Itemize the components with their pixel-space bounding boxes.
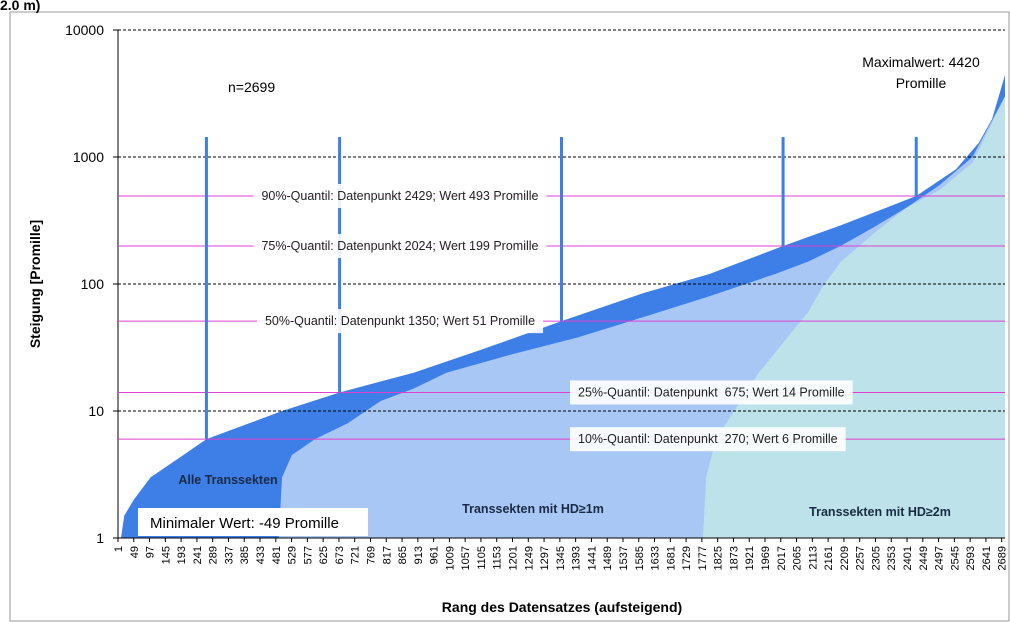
x-tick-label: 1105 [476,546,488,570]
x-tick-label: 1153 [492,546,504,570]
x-tick-label: 625 [318,546,330,564]
x-tick-label: 1009 [444,546,456,570]
y-axis-label: Steigung [Promille] [27,220,43,348]
x-tick-label: 241 [192,546,204,564]
x-tick-label: 1537 [618,546,630,570]
y-tick-label: 10000 [65,22,104,38]
x-tick-label: 2161 [823,546,835,570]
x-tick-label: 1921 [744,546,756,570]
y-tick-label: 100 [81,276,105,292]
x-tick-label: 2353 [886,546,898,570]
x-tick-label: 1873 [728,546,740,570]
x-tick-label: 817 [381,546,393,564]
x-tick-label: 2209 [839,546,851,570]
legend-label: Transsekten mit HD≥2m [809,505,951,519]
label-box [570,427,846,452]
x-tick-label: 49 [129,546,141,558]
x-tick-label: 193 [176,546,188,564]
label-box [253,184,547,209]
annotation: Minimaler Wert: -49 Promille [150,515,339,532]
x-tick-label: 337 [223,546,235,564]
x-tick-label: 1825 [713,546,725,570]
x-tick-label: 433 [255,546,267,564]
x-tick-label: 865 [397,546,409,564]
x-tick-label: 289 [208,546,220,564]
x-tick-label: 1057 [460,546,472,570]
label-box [570,380,853,405]
quantile-label: 50%-Quantil: Datenpunkt 1350; Wert 51 Pr… [265,314,535,328]
quantile-label: 90%-Quantil: Datenpunkt 2429; Wert 493 P… [261,189,538,203]
frame [9,11,1010,622]
x-tick-label: 1393 [571,546,583,570]
x-tick-label: 529 [287,546,299,564]
legend-label: Transsekten mit HD≥1m [462,502,604,516]
x-tick-label: 1345 [555,546,567,570]
x-tick-label: 1777 [697,546,709,570]
y-tick-label: 1000 [73,149,104,165]
x-tick-label: 1 [113,546,125,552]
x-tick-label: 145 [160,546,172,564]
x-tick-label: 1201 [508,546,520,570]
x-tick-label: 1489 [602,546,614,570]
x-tick-label: 2497 [934,546,946,570]
x-tick-label: 2641 [981,546,993,570]
annotation: Maximalwert: 4420 [862,54,980,70]
quantile-label: 10%-Quantil: Datenpunkt 270; Wert 6 Prom… [578,432,838,446]
x-tick-label: 1441 [586,546,598,570]
x-tick-label: 1249 [523,546,535,570]
x-tick-label: 2401 [902,546,914,570]
x-tick-label: 961 [429,546,441,564]
x-tick-label: 1585 [634,546,646,570]
x-tick-label: 577 [302,546,314,564]
y-tick-label: 1 [96,530,104,546]
x-tick-label: 1729 [681,546,693,570]
x-tick-label: 2449 [918,546,930,570]
x-axis-label: Rang des Datensatzes (aufsteigend) [442,599,682,615]
label-box [256,309,544,334]
legend-label: Alle Transsekten [178,473,277,487]
x-tick-label: 1633 [650,546,662,570]
annotation: Promille [896,75,947,91]
x-tick-label: 2593 [965,546,977,570]
x-tick-label: 913 [413,546,425,564]
quantile-label: 25%-Quantil: Datenpunkt 675; Wert 14 Pro… [578,385,845,399]
x-tick-label: 2257 [855,546,867,570]
y-tick-label: 10 [88,403,104,419]
quantile-label: 75%-Quantil: Datenpunkt 2024; Wert 199 P… [261,239,538,253]
chart-title: 2.0 m) [0,0,40,13]
x-tick-label: 385 [239,546,251,564]
x-tick-label: 2545 [949,546,961,570]
x-tick-label: 673 [334,546,346,564]
x-tick-label: 97 [145,546,157,558]
x-tick-label: 1297 [539,546,551,570]
x-tick-label: 2689 [997,546,1009,570]
label-box [138,508,368,536]
x-tick-label: 1969 [760,546,772,570]
x-tick-label: 769 [365,546,377,564]
x-tick-label: 1681 [665,546,677,570]
x-tick-label: 2305 [870,546,882,570]
label-box [253,234,547,259]
annotation: n=2699 [228,79,275,95]
x-tick-label: 721 [350,546,362,564]
x-tick-label: 2113 [807,546,819,570]
x-tick-label: 2065 [792,546,804,570]
x-tick-label: 481 [271,546,283,564]
x-tick-label: 2017 [776,546,788,570]
